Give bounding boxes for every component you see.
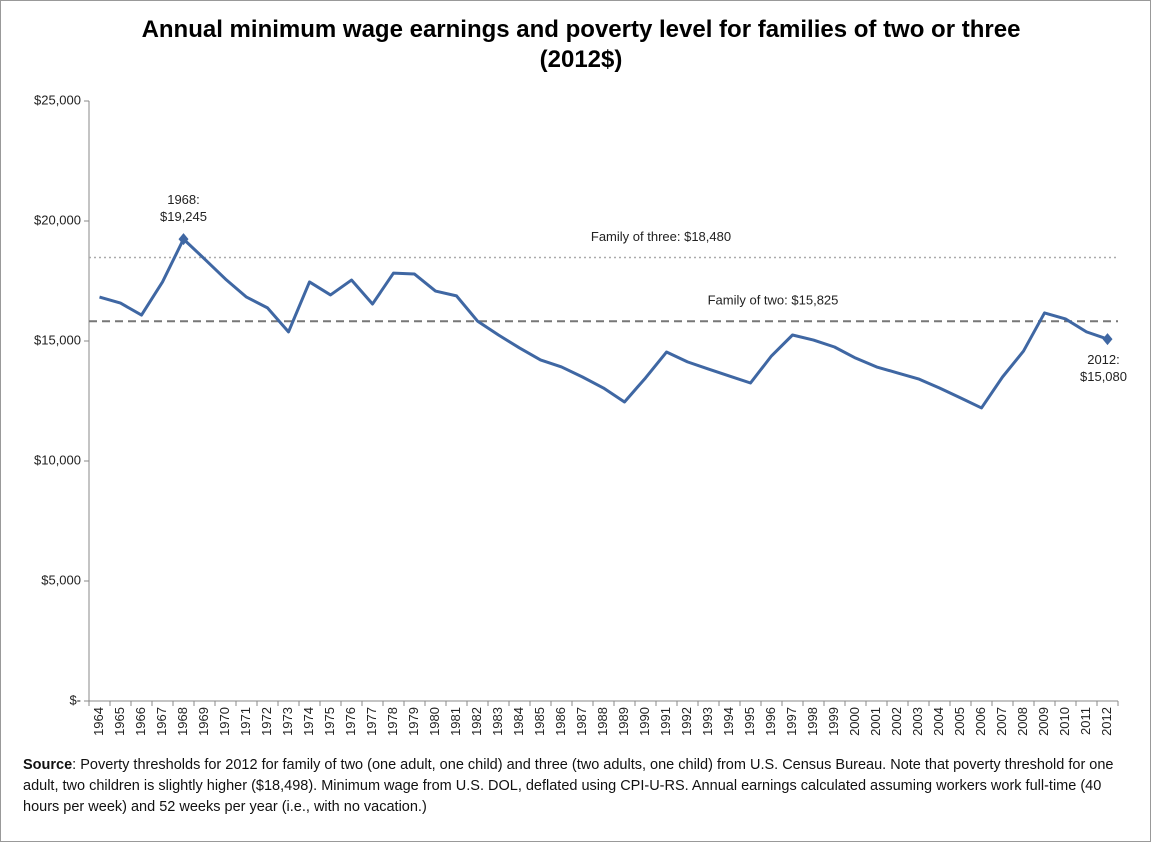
x-tick-label: 1977 (364, 707, 379, 736)
reference-label: Family of three: $18,480 (591, 229, 731, 244)
x-tick-label: 2002 (889, 707, 904, 736)
x-tick-label: 1975 (322, 707, 337, 736)
x-tick-label: 1995 (742, 707, 757, 736)
x-tick-label: 1965 (112, 707, 127, 736)
x-tick-label: 1964 (91, 707, 106, 736)
x-tick-label: 2008 (1015, 707, 1030, 736)
x-tick-label: 1989 (616, 707, 631, 736)
x-tick-label: 1967 (154, 707, 169, 736)
x-tick-label: 1988 (595, 707, 610, 736)
x-tick-label: 1970 (217, 707, 232, 736)
point-marker (1102, 333, 1113, 346)
x-tick-label: 1993 (700, 707, 715, 736)
x-tick-label: 1974 (301, 707, 316, 736)
x-tick-label: 1981 (448, 707, 463, 736)
source-text: : Poverty thresholds for 2012 for family… (23, 757, 1114, 815)
x-tick-label: 1978 (385, 707, 400, 736)
data-label: 1968: $19,245 (160, 192, 207, 225)
data-label: 2012: $15,080 (1080, 352, 1127, 385)
x-tick-label: 1996 (763, 707, 778, 736)
reference-label: Family of two: $15,825 (708, 293, 839, 308)
x-tick-label: 1969 (196, 707, 211, 736)
source-label: Source (23, 757, 73, 773)
x-tick-label: 1985 (532, 707, 547, 736)
x-tick-label: 1990 (637, 707, 652, 736)
x-tick-label: 1968 (175, 707, 190, 736)
y-tick-label: $20,000 (34, 212, 81, 227)
x-tick-label: 1998 (805, 707, 820, 736)
y-tick-label: $- (69, 692, 81, 707)
chart-title: Annual minimum wage earnings and poverty… (141, 16, 1021, 73)
x-tick-label: 2007 (994, 707, 1009, 736)
x-tick-label: 2011 (1078, 707, 1093, 735)
x-tick-label: 1997 (784, 707, 799, 736)
data-line (99, 237, 1108, 410)
x-tick-label: 2004 (931, 707, 946, 736)
x-tick-label: 1966 (133, 707, 148, 736)
x-tick-label: 1994 (721, 707, 736, 736)
y-tick-label: $25,000 (34, 92, 81, 107)
x-tick-label: 2005 (952, 707, 967, 736)
x-tick-label: 2000 (847, 707, 862, 736)
x-tick-label: 1983 (490, 707, 505, 736)
y-tick-label: $10,000 (34, 452, 81, 467)
x-tick-label: 1992 (679, 707, 694, 736)
source-note: Source: Poverty thresholds for 2012 for … (23, 755, 1138, 818)
x-tick-label: 2009 (1036, 707, 1051, 736)
x-tick-label: 1972 (259, 707, 274, 736)
x-tick-label: 2006 (973, 707, 988, 736)
x-tick-label: 1976 (343, 707, 358, 736)
x-tick-label: 1991 (658, 707, 673, 736)
x-tick-label: 1984 (511, 707, 526, 736)
y-tick-label: $5,000 (41, 572, 81, 587)
y-tick-label: $15,000 (34, 332, 81, 347)
x-tick-label: 1971 (238, 707, 253, 736)
x-tick-label: 1979 (406, 707, 421, 736)
x-tick-label: 1987 (574, 707, 589, 736)
x-tick-label: 2012 (1099, 707, 1114, 736)
x-tick-label: 2010 (1057, 707, 1072, 736)
x-tick-label: 1986 (553, 707, 568, 736)
x-tick-label: 2001 (868, 707, 883, 736)
x-tick-label: 1982 (469, 707, 484, 736)
x-tick-label: 1999 (826, 707, 841, 736)
x-tick-label: 2003 (910, 707, 925, 736)
point-marker (178, 233, 189, 246)
x-tick-label: 1973 (280, 707, 295, 736)
x-tick-label: 1980 (427, 707, 442, 736)
